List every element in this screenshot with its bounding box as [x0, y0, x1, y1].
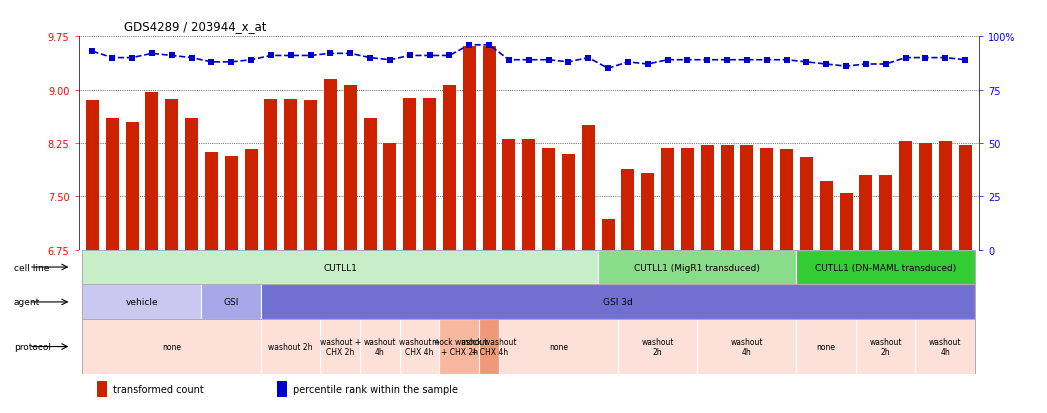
Bar — [96, 382, 108, 397]
Bar — [304, 101, 317, 250]
Bar — [403, 99, 416, 250]
Text: washout 2h: washout 2h — [268, 342, 313, 351]
Bar — [618, 320, 697, 374]
Bar — [83, 285, 201, 320]
Bar — [800, 158, 812, 250]
Bar — [400, 320, 440, 374]
Bar — [126, 122, 138, 250]
Bar — [86, 101, 98, 250]
Bar — [443, 85, 455, 250]
Bar — [797, 320, 856, 374]
Bar — [205, 153, 218, 250]
Bar — [959, 146, 972, 250]
Bar — [915, 320, 975, 374]
Bar — [225, 157, 238, 250]
Text: mock washout
+ CHX 4h: mock washout + CHX 4h — [462, 337, 517, 356]
Text: washout +
CHX 4h: washout + CHX 4h — [399, 337, 441, 356]
Bar — [700, 146, 714, 250]
Bar — [622, 170, 634, 250]
Bar — [899, 142, 912, 250]
Bar — [582, 126, 595, 250]
Bar — [363, 119, 377, 250]
Bar — [720, 146, 734, 250]
Text: washout
4h: washout 4h — [929, 337, 961, 356]
Text: vehicle: vehicle — [126, 298, 158, 307]
Bar — [463, 46, 475, 250]
Bar — [681, 149, 694, 250]
Bar — [106, 119, 118, 250]
Bar — [185, 119, 198, 250]
Text: GDS4289 / 203944_x_at: GDS4289 / 203944_x_at — [124, 20, 266, 33]
Bar — [919, 144, 932, 250]
Text: none: none — [817, 342, 836, 351]
Text: washout
2h: washout 2h — [642, 337, 674, 356]
Text: percentile rank within the sample: percentile rank within the sample — [293, 384, 458, 394]
Bar — [820, 181, 832, 250]
Bar — [324, 80, 337, 250]
Bar — [602, 219, 615, 250]
Bar — [245, 149, 258, 250]
Text: none: none — [162, 342, 181, 351]
Bar — [760, 149, 773, 250]
Bar — [285, 100, 297, 250]
Text: washout
2h: washout 2h — [869, 337, 901, 356]
Bar — [383, 144, 397, 250]
Bar — [661, 149, 674, 250]
Text: transformed count: transformed count — [113, 384, 203, 394]
Bar — [503, 140, 515, 250]
Text: CUTLL1 (MigR1 transduced): CUTLL1 (MigR1 transduced) — [634, 263, 760, 272]
Bar — [499, 320, 618, 374]
Bar — [939, 141, 952, 250]
Text: washout +
CHX 2h: washout + CHX 2h — [319, 337, 361, 356]
Bar — [483, 46, 495, 250]
Text: none: none — [549, 342, 567, 351]
Bar — [598, 250, 797, 285]
Text: mock washout
+ CHX 2h: mock washout + CHX 2h — [431, 337, 487, 356]
Bar — [423, 99, 436, 250]
Bar — [522, 140, 535, 250]
Bar — [146, 93, 158, 250]
Bar — [360, 320, 400, 374]
Bar — [343, 85, 357, 250]
Bar — [261, 320, 320, 374]
Bar — [165, 100, 178, 250]
Bar — [860, 176, 872, 250]
Text: GSI: GSI — [224, 298, 239, 307]
Bar — [265, 100, 277, 250]
Bar — [780, 149, 793, 250]
Text: washout
4h: washout 4h — [731, 337, 763, 356]
Bar — [276, 382, 288, 397]
Bar — [480, 320, 499, 374]
Text: CUTLL1 (DN-MAML transduced): CUTLL1 (DN-MAML transduced) — [816, 263, 956, 272]
Text: cell line: cell line — [14, 263, 49, 272]
Bar — [83, 320, 261, 374]
Bar — [320, 320, 360, 374]
Bar — [879, 176, 892, 250]
Bar — [261, 285, 975, 320]
Bar — [697, 320, 797, 374]
Text: protocol: protocol — [14, 342, 50, 351]
Text: CUTLL1: CUTLL1 — [324, 263, 357, 272]
Bar — [83, 250, 598, 285]
Bar — [542, 149, 555, 250]
Bar — [641, 174, 654, 250]
Bar — [797, 250, 975, 285]
Bar — [201, 285, 261, 320]
Bar — [740, 146, 754, 250]
Bar — [856, 320, 915, 374]
Bar — [440, 320, 480, 374]
Text: washout
4h: washout 4h — [363, 337, 396, 356]
Text: GSI 3d: GSI 3d — [603, 298, 632, 307]
Bar — [840, 193, 852, 250]
Text: agent: agent — [14, 298, 40, 307]
Bar — [562, 154, 575, 250]
